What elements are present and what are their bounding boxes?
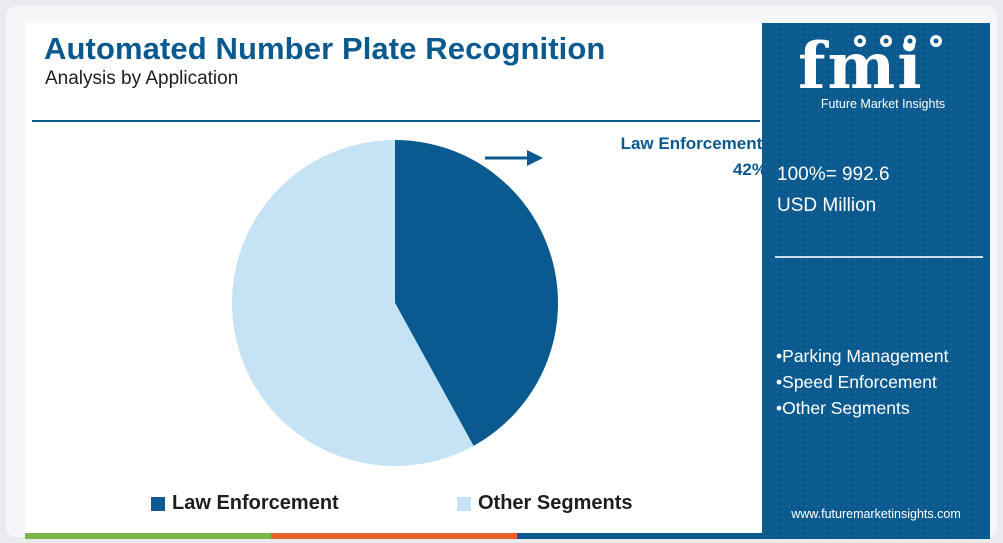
pie-callout: Law Enforcement, 42% [545, 131, 767, 183]
panel-divider [775, 256, 983, 258]
total-value: 100%= 992.6 [777, 164, 890, 185]
market-total: 100%= 992.6 USD Million [777, 159, 890, 221]
summary-panel: fmi Future Market Insights 100%= 992.6 U… [762, 23, 990, 539]
bottom-bar-segment [517, 533, 763, 539]
other-segments-list: Parking Management Speed Enforcement Oth… [776, 343, 949, 421]
legend-label: Other Segments [478, 492, 633, 514]
bottom-bar-segment [271, 533, 517, 539]
legend-item-law-enforcement: Law Enforcement [151, 492, 339, 515]
window-frame: Automated Number Plate Recognition Analy… [6, 6, 997, 539]
pie-chart [231, 140, 558, 466]
legend-item-other-segments: Other Segments [457, 492, 632, 515]
legend-swatch [457, 496, 471, 511]
bottom-color-bar [25, 533, 763, 539]
brand-caption: Future Market Insights [820, 97, 946, 111]
bottom-bar-segment [25, 533, 271, 539]
chart-subtitle: Analysis by Application [45, 68, 239, 89]
title-divider [32, 120, 760, 122]
total-unit: USD Million [777, 195, 877, 216]
website-url: www.futuremarketinsights.com [791, 507, 961, 521]
arrow-right-icon [485, 150, 543, 166]
list-item: Parking Management [776, 343, 948, 369]
pie-slice-law-enforcement [395, 140, 558, 446]
list-item: Other Segments [776, 395, 949, 421]
pie-slice-other-segments [231, 140, 474, 466]
legend-swatch [151, 496, 165, 511]
brand-logo: fmi [798, 33, 942, 95]
list-item: Speed Enforcement [776, 369, 949, 395]
callout-label: Law Enforcement, [620, 134, 767, 153]
callout-value: 42% [732, 160, 767, 179]
infographic-slide: Automated Number Plate Recognition Analy… [25, 23, 990, 539]
chart-title: Automated Number Plate Recognition [44, 31, 606, 66]
legend-label: Law Enforcement [172, 492, 339, 514]
